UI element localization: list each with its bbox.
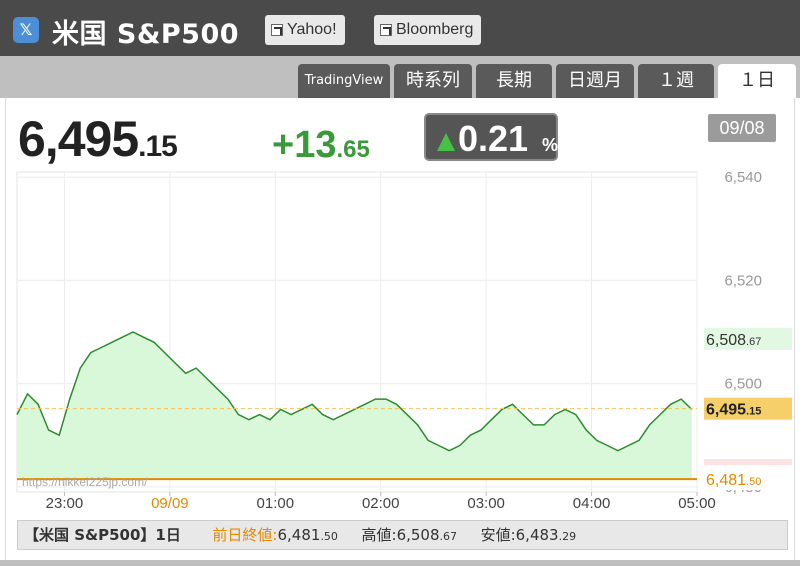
price-change-decimal: .65 bbox=[336, 136, 370, 163]
percent-change-value: 0.21 bbox=[458, 118, 529, 159]
x-tick-label: 03:00 bbox=[467, 495, 505, 512]
footer-low-decimal: .29 bbox=[558, 530, 577, 543]
yahoo-link-button[interactable]: Yahoo! bbox=[265, 15, 345, 45]
current-price-main: 6,495 bbox=[18, 111, 139, 167]
current-price-tag-bg bbox=[704, 397, 792, 420]
header-bar: 𝕏 米国 S&P500 Yahoo! Bloomberg bbox=[0, 0, 800, 56]
x-tick-label: 23:00 bbox=[46, 495, 84, 512]
tab-1-week[interactable]: １週 bbox=[638, 64, 714, 98]
footer-low-label: 安値: bbox=[480, 526, 516, 544]
external-link-icon bbox=[271, 24, 283, 36]
footer-instrument-name: 【米国 S&P500】1日 bbox=[24, 526, 181, 544]
tab-day-week-month[interactable]: 日週月 bbox=[556, 64, 634, 98]
yahoo-link-label: Yahoo! bbox=[287, 21, 337, 38]
app-title: 米国 S&P500 bbox=[52, 19, 240, 50]
footer-prev-close-decimal: .50 bbox=[320, 530, 338, 543]
footer-high-label: 高値: bbox=[361, 526, 397, 544]
x-tick-label: 05:00 bbox=[678, 495, 716, 512]
tab-timeseries[interactable]: 時系列 bbox=[394, 64, 472, 98]
x-tick-label: 01:00 bbox=[257, 495, 295, 512]
current-price-tag: 6,495.15 bbox=[706, 402, 761, 419]
footer-high-decimal: .67 bbox=[439, 530, 458, 543]
y-tick-label: 6,520 bbox=[724, 272, 762, 289]
percent-unit: % bbox=[542, 135, 559, 155]
y-tick-label: 6,540 bbox=[724, 169, 762, 186]
bloomberg-link-button[interactable]: Bloomberg bbox=[374, 15, 482, 45]
x-tick-label: 04:00 bbox=[573, 495, 611, 512]
current-price: 6,495.15 bbox=[18, 110, 178, 168]
up-arrow-icon bbox=[437, 133, 455, 151]
x-logo-icon[interactable]: 𝕏 bbox=[13, 17, 39, 43]
summary-footer: 【米国 S&P500】1日 前日終値:6,481.50 高値:6,508.67 … bbox=[17, 520, 788, 550]
y-tick-label: 6,500 bbox=[724, 376, 762, 393]
tab-tradingview[interactable]: TradingView bbox=[298, 64, 390, 98]
chart-panel bbox=[5, 98, 795, 560]
bloomberg-link-label: Bloomberg bbox=[396, 21, 474, 38]
external-link-icon bbox=[380, 24, 392, 36]
date-badge: 09/08 bbox=[708, 114, 776, 142]
price-change: +13.65 bbox=[272, 124, 370, 167]
footer-prev-close-main: 6,481 bbox=[277, 526, 321, 544]
tab-long-term[interactable]: 長期 bbox=[476, 64, 552, 98]
x-tick-label: 09/09 bbox=[151, 495, 189, 512]
tab-1-day[interactable]: １日 bbox=[718, 64, 796, 98]
series-area-fill bbox=[17, 332, 692, 480]
bottom-strip bbox=[0, 560, 800, 566]
prev-close-tag: 6,481.50 bbox=[706, 472, 761, 489]
footer-high-main: 6,508 bbox=[396, 526, 440, 544]
prev-close-tag-bg bbox=[704, 468, 792, 491]
high-price-tag-bg bbox=[704, 327, 792, 350]
price-change-main: +13 bbox=[272, 124, 337, 166]
percent-change-badge: 0.21 % bbox=[424, 113, 558, 161]
footer-prev-close-label: 前日終値: bbox=[212, 526, 278, 544]
source-url: https://nikkei225jp.com/ bbox=[22, 475, 148, 489]
high-price-tag: 6,508.67 bbox=[706, 332, 761, 349]
series-line bbox=[16, 331, 693, 452]
current-price-decimal: .15 bbox=[138, 130, 178, 163]
period-tab-bar: TradingView 時系列 長期 日週月 １週 １日 bbox=[0, 56, 800, 98]
x-tick-label: 02:00 bbox=[362, 495, 400, 512]
low-band bbox=[704, 459, 792, 466]
footer-low-main: 6,483 bbox=[515, 526, 559, 544]
